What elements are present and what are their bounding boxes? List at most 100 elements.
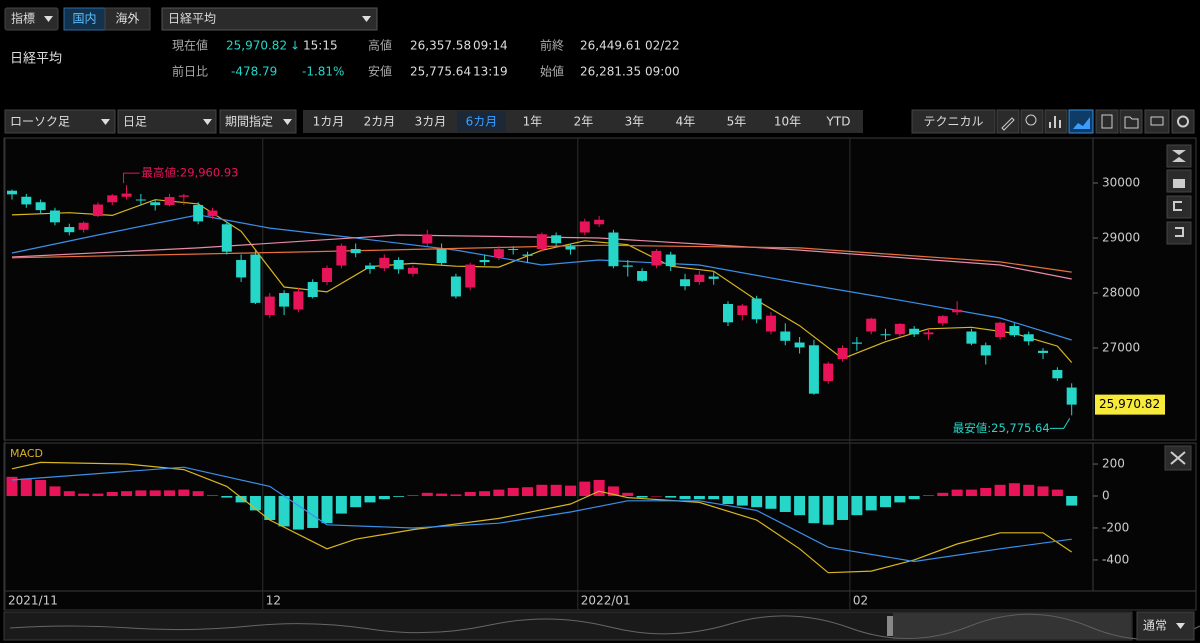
candle-body [665, 254, 676, 267]
interval-select[interactable] [117, 109, 217, 134]
histogram-bar [679, 495, 691, 500]
y-tick-label: 29000 [1102, 231, 1140, 245]
navigator[interactable] [3, 611, 1133, 641]
histogram-bar [78, 493, 90, 496]
histogram-bar [665, 495, 677, 498]
settings-tool[interactable] [1171, 109, 1195, 134]
histogram-bar [636, 495, 648, 498]
redo-button[interactable] [1166, 221, 1192, 245]
candle-body [193, 205, 204, 222]
y-tick-label: -200 [1102, 520, 1129, 534]
candle-body [723, 304, 733, 323]
save-tool[interactable] [1095, 109, 1119, 134]
period-button[interactable]: 3年 [625, 115, 645, 129]
histogram-bar [994, 484, 1006, 496]
last-price-tag [1095, 394, 1165, 415]
histogram-bar [765, 495, 777, 509]
histogram-bar [49, 486, 61, 496]
period-button[interactable]: 1年 [523, 115, 543, 129]
chart-type-select[interactable] [4, 109, 116, 134]
period-mode-label[interactable]: 期間指定 [225, 114, 273, 129]
foreign-tab[interactable]: 海外 [115, 12, 139, 26]
candle-body [980, 345, 991, 356]
quote-label: 始値 [540, 64, 564, 79]
candle-body [393, 260, 404, 270]
view-mode-label[interactable]: 通常 [1143, 619, 1167, 633]
navigator-handle[interactable] [887, 616, 893, 636]
icon [1150, 116, 1164, 126]
period-button[interactable]: 5年 [727, 115, 747, 129]
y-tick-label: 28000 [1102, 286, 1140, 300]
tab[interactable] [104, 7, 151, 31]
candle-body [365, 265, 375, 269]
histogram-bar [20, 478, 32, 496]
navigator-line [9, 613, 1200, 640]
icon [1101, 114, 1113, 129]
candle-body [565, 246, 576, 250]
candle-body [92, 204, 103, 217]
candle-body [551, 235, 562, 244]
candle-body [422, 234, 433, 244]
quote-time: 15:15 [303, 39, 338, 53]
dropdown-arrow [101, 119, 110, 125]
histogram-bar [264, 495, 276, 520]
dropdown-arrow [362, 16, 371, 22]
histogram-bar [837, 495, 849, 520]
period-button[interactable]: 2カ月 [364, 115, 396, 129]
interval-label[interactable]: 日足 [123, 115, 147, 129]
histogram-bar [364, 495, 376, 503]
candle-body [1066, 387, 1077, 405]
histogram-bar [1051, 489, 1063, 496]
candle-body [866, 318, 877, 332]
period-button[interactable]: YTD [826, 115, 851, 129]
candle-body [651, 250, 662, 266]
period-button[interactable]: 4年 [676, 115, 696, 129]
candle-body [737, 305, 748, 316]
histogram-bar [135, 490, 147, 496]
undo-button[interactable] [1166, 195, 1192, 219]
technical-label[interactable]: テクニカル [923, 115, 983, 129]
quote-name: 日経平均 [10, 52, 62, 67]
indicator-select[interactable]: 指標 [4, 7, 59, 31]
period-button[interactable]: 2年 [574, 115, 594, 129]
view-mode-select[interactable] [1136, 611, 1195, 641]
symbol-select[interactable] [161, 7, 378, 31]
dropdown-arrow [1176, 623, 1185, 629]
period-mode-select[interactable] [219, 109, 297, 134]
chart-type-label[interactable]: ローソク足 [10, 115, 70, 129]
dropdown-arrow [203, 119, 212, 125]
candle-body [465, 264, 476, 288]
histogram-bar [1008, 483, 1020, 496]
histogram-bar [106, 492, 118, 496]
x-tick-label: 2021/11 [8, 594, 58, 608]
candle-body [680, 279, 691, 287]
navigator-window[interactable] [893, 613, 1131, 639]
annotation-arrow [123, 172, 140, 184]
candle-body [78, 222, 89, 230]
histogram-bar [965, 489, 977, 496]
histogram-bar [507, 488, 519, 496]
quote-value: -478.79 [231, 65, 277, 79]
period-button[interactable]: 3カ月 [415, 115, 447, 129]
histogram-bar [722, 495, 734, 504]
print-tool[interactable] [1144, 109, 1170, 134]
domestic-tab[interactable]: 国内 [72, 12, 96, 26]
technical-button[interactable] [911, 109, 996, 134]
period-button[interactable]: 1カ月 [313, 115, 345, 129]
icon [1172, 150, 1186, 162]
histogram-bar [851, 495, 863, 516]
icon [1049, 116, 1061, 128]
folder-tool[interactable] [1119, 109, 1143, 134]
period-button[interactable]: 10年 [774, 115, 801, 129]
histogram-bar [350, 495, 362, 508]
symbol-label[interactable]: 日経平均 [168, 12, 216, 26]
candle-body [135, 199, 146, 201]
indicator-label[interactable]: 指標 [11, 11, 35, 26]
zoom-tool[interactable] [1020, 109, 1044, 134]
period-selected[interactable] [457, 111, 506, 132]
fit-button[interactable] [1166, 144, 1192, 168]
histogram-bar [436, 493, 448, 496]
histogram-bar [779, 495, 791, 512]
button[interactable] [4, 7, 59, 31]
period-button[interactable]: 6カ月 [466, 115, 498, 129]
